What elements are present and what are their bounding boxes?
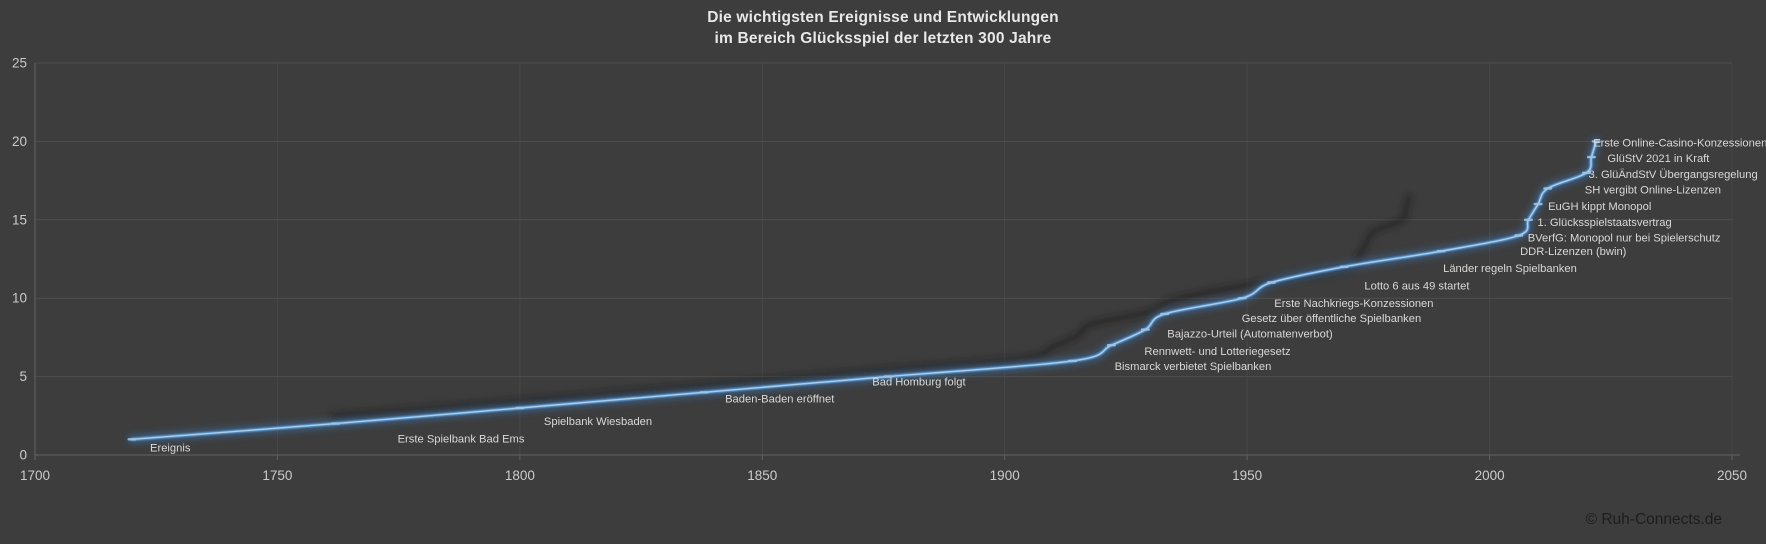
data-point-marker (515, 406, 525, 410)
x-axis-tick-label: 1750 (262, 468, 292, 483)
y-axis-tick-label: 15 (12, 212, 27, 227)
data-point-label: Lotto 6 aus 49 startet (1364, 281, 1470, 293)
data-point-label: Baden-Baden eröffnet (725, 393, 835, 405)
data-point-marker (1514, 234, 1524, 237)
data-point-marker (883, 375, 893, 378)
data-point-marker (1582, 171, 1591, 174)
x-axis-tick-label: 1900 (990, 468, 1020, 483)
data-point-marker (1140, 328, 1150, 331)
series-shadow (330, 193, 1413, 419)
data-point-label: Erste Spielbank Bad Ems (398, 434, 525, 446)
data-point-label: Gesetz über öffentliche Spielbanken (1242, 313, 1422, 325)
data-point-marker (1436, 250, 1446, 253)
chart-title-line2: im Bereich Glücksspiel der letzten 300 J… (714, 30, 1052, 47)
data-point-label: GlüStV 2021 in Kraft (1607, 153, 1710, 165)
data-point-label: Erste Online-Casino-Konzessionen (1593, 137, 1766, 149)
x-axis-tick-label: 2000 (1475, 468, 1505, 483)
chart-title-line1: Die wichtigsten Ereignisse und Entwicklu… (707, 9, 1059, 26)
x-axis-tick-label: 1800 (505, 468, 535, 483)
data-point-label: Spielbank Wiesbaden (544, 416, 652, 428)
x-axis-tick-label: 1700 (20, 468, 50, 483)
data-point-label: Erste Nachkriegs-Konzessionen (1274, 298, 1433, 310)
data-point-marker (1543, 187, 1553, 190)
y-axis-tick-label: 5 (19, 369, 27, 384)
data-point-label: 1. Glücksspielstaatsvertrag (1537, 217, 1671, 229)
data-point-marker (1266, 281, 1276, 284)
y-axis-tick-label: 25 (12, 56, 27, 71)
data-point-label: DDR-Lizenzen (bwin) (1520, 246, 1627, 258)
data-point-marker (127, 438, 137, 441)
data-point-label: Rennwett- und Lotteriegesetz (1144, 346, 1291, 358)
data-point-marker (1591, 140, 1601, 143)
chart-title: Die wichtigsten Ereignisse und Entwicklu… (0, 7, 1766, 49)
copyright-label: © Ruh-Connects.de (1585, 511, 1722, 528)
data-point-marker (1533, 202, 1543, 206)
data-point-label: Bad Homburg folgt (872, 377, 966, 389)
data-point-marker (699, 391, 709, 394)
data-point-marker (1339, 265, 1349, 268)
data-point-label: Bismarck verbietet Spielbanken (1115, 361, 1272, 373)
data-point-marker (331, 422, 341, 425)
data-point-marker (1160, 312, 1170, 316)
data-point-label: 3. GlüÄndStV Übergangsregelung (1589, 169, 1758, 181)
y-axis-tick-label: 10 (12, 291, 27, 306)
data-point-marker (1523, 218, 1533, 221)
y-axis-tick-label: 0 (19, 448, 27, 463)
data-point-label: SH vergibt Online-Lizenzen (1585, 184, 1721, 196)
data-point-label: Länder regeln Spielbanken (1443, 263, 1577, 275)
data-point-label: Bajazzo-Urteil (Automatenverbot) (1167, 329, 1333, 341)
data-point-label: EuGH kippt Monopol (1548, 201, 1651, 213)
x-axis-tick-label: 2050 (1717, 468, 1747, 483)
data-point-marker (1106, 344, 1116, 347)
data-point-marker (1237, 297, 1247, 300)
data-point-marker (1068, 359, 1078, 363)
y-axis-tick-label: 20 (12, 134, 27, 149)
data-point-marker (1586, 155, 1596, 159)
series-line-core (131, 140, 1597, 440)
x-axis-tick-label: 1850 (747, 468, 777, 483)
x-axis-tick-label: 1950 (1232, 468, 1262, 483)
data-point-label: Ereignis (150, 442, 191, 454)
data-point-label: BVerfG: Monopol nur bei Spielerschutz (1528, 233, 1721, 245)
